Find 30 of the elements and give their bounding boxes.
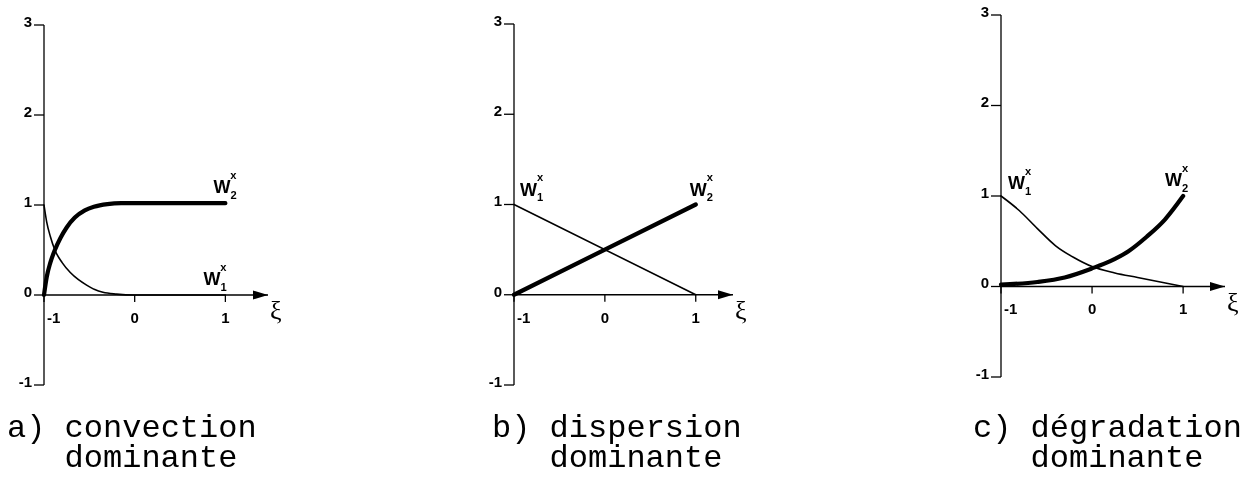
text: a) convection dominante — [7, 410, 257, 477]
y-tick-label: 3 — [493, 11, 502, 29]
y-tick-label: -1 — [18, 372, 32, 390]
x-tick-label: 1 — [221, 308, 230, 326]
y-tick-label: 2 — [23, 102, 32, 120]
x-axis-title: ξ — [1227, 287, 1239, 317]
y-tick-label: 0 — [980, 274, 989, 292]
y-tick-label: 1 — [493, 192, 502, 210]
x-tick-label: -1 — [517, 308, 531, 326]
x-axis-title: ξ — [735, 295, 747, 325]
text: b) dispersion dominante — [492, 410, 742, 477]
y-tick-label: 1 — [23, 192, 32, 210]
y-tick-label: -1 — [975, 364, 989, 382]
x-tick-label: 1 — [691, 308, 700, 326]
x-tick-label: 0 — [130, 308, 139, 326]
x-tick-label: 1 — [1178, 300, 1188, 318]
x-tick-label: 0 — [600, 308, 610, 326]
y-tick-label: 2 — [980, 93, 989, 111]
x-tick-label: -1 — [1004, 300, 1018, 318]
x-tick-label: 0 — [1087, 300, 1097, 318]
y-tick-label: 3 — [980, 2, 989, 20]
y-tick-label: 2 — [493, 102, 502, 120]
y-tick-label: 0 — [23, 282, 32, 300]
y-tick-label: 1 — [980, 183, 989, 201]
x-tick-label: -1 — [47, 308, 61, 326]
y-tick-label: 0 — [493, 282, 502, 300]
y-tick-label: -1 — [488, 372, 502, 390]
x-axis-title: ξ — [270, 296, 282, 325]
y-tick-label: 3 — [23, 12, 32, 30]
text: c) dégradation dominante — [973, 410, 1242, 477]
